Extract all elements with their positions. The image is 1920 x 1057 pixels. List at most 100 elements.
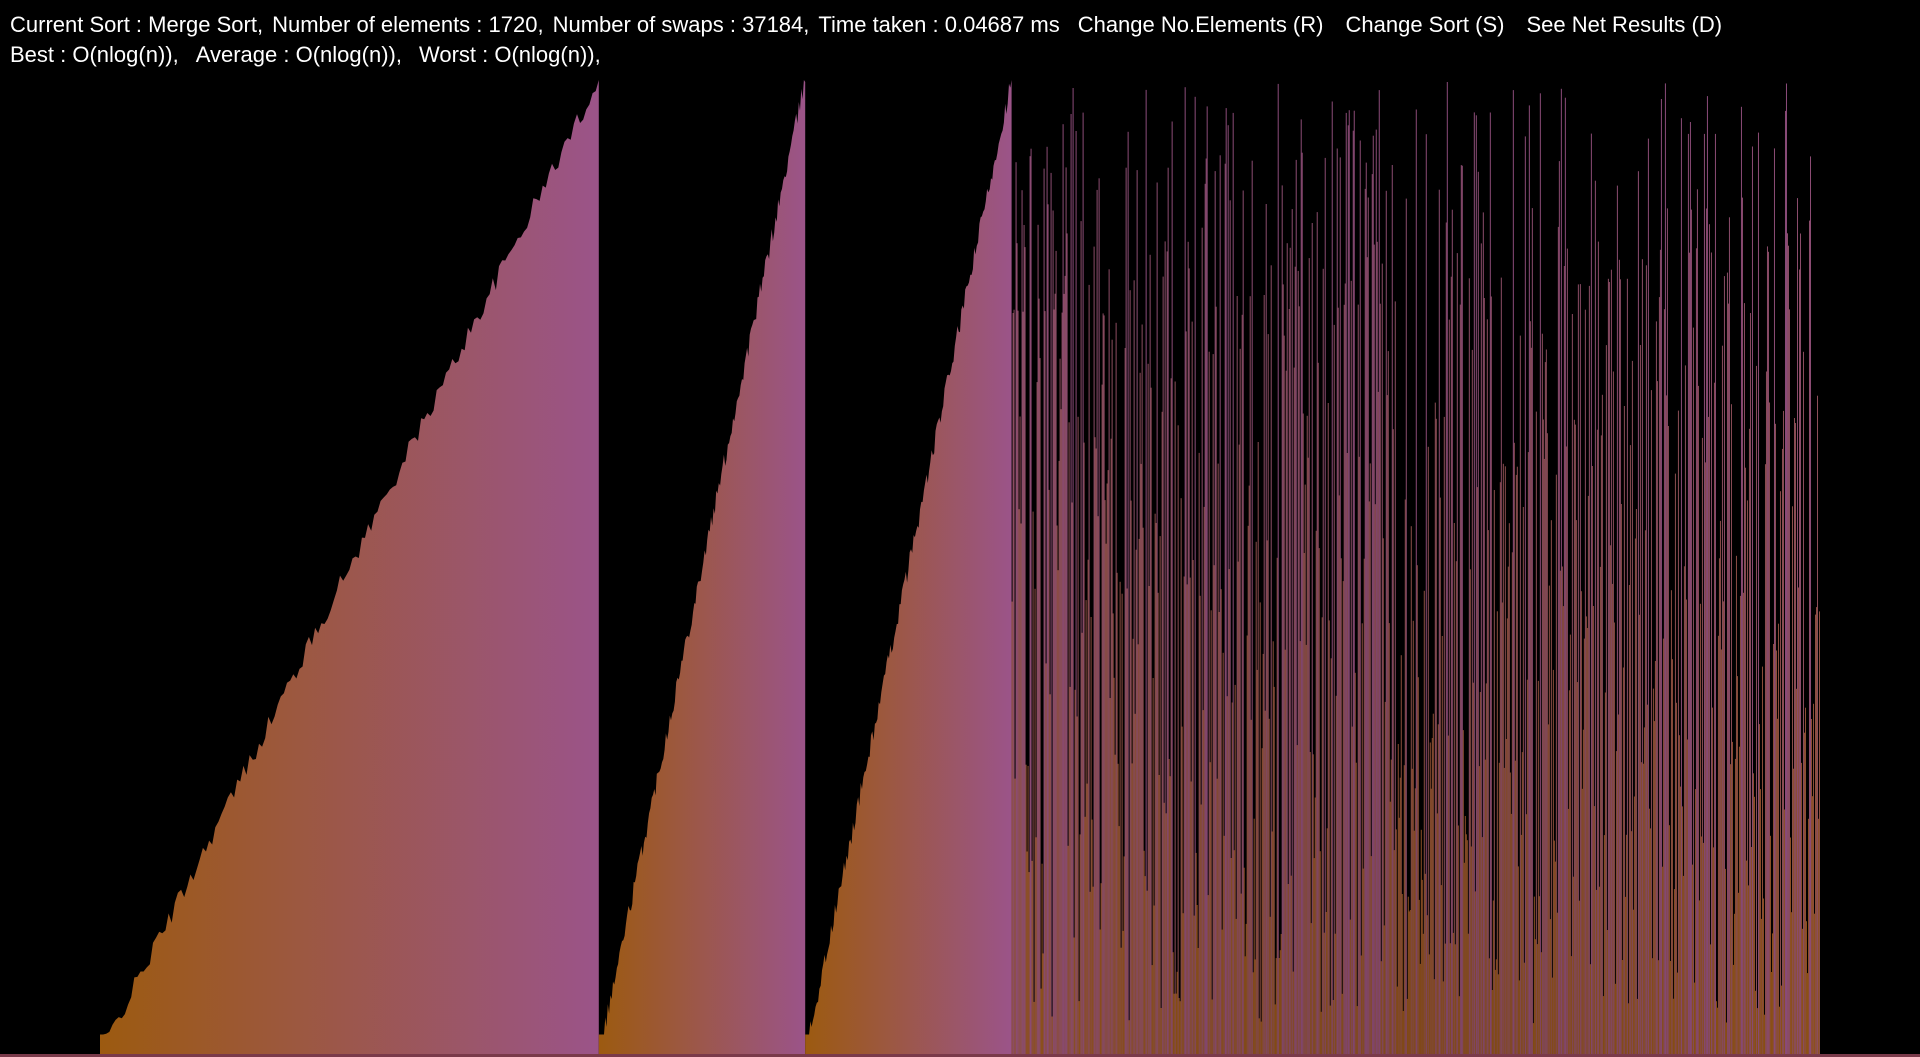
unsorted-bar	[1207, 895, 1209, 1054]
unsorted-bar	[1740, 106, 1742, 1055]
unsorted-bar	[1265, 204, 1267, 1054]
unsorted-bar	[1233, 850, 1235, 1054]
unsorted-bar	[1369, 463, 1371, 1054]
unsorted-bar	[1606, 930, 1608, 1054]
unsorted-bar	[1510, 813, 1512, 1054]
unsorted-bar	[1163, 802, 1165, 1054]
unsorted-bar	[1495, 959, 1497, 1054]
unsorted-bar	[1744, 467, 1746, 1054]
unsorted-bar	[1717, 635, 1719, 1054]
unsorted-bar	[1725, 1022, 1727, 1054]
unsorted-bar	[1640, 762, 1642, 1054]
best-complexity-label: Best : O(nlog(n)),	[10, 42, 179, 67]
unsorted-bar	[1182, 913, 1184, 1054]
unsorted-bar	[1508, 523, 1510, 1054]
unsorted-bar	[1295, 159, 1297, 1054]
unsorted-bar	[1514, 760, 1516, 1054]
unsorted-bar	[1014, 778, 1016, 1054]
unsorted-bar	[1107, 470, 1109, 1055]
unsorted-bar	[1332, 1000, 1334, 1054]
unsorted-bar	[1129, 290, 1131, 1054]
unsorted-bar	[1270, 265, 1272, 1054]
unsorted-bar	[1435, 418, 1437, 1054]
current-sort-label: Current Sort : Merge Sort,	[10, 12, 264, 37]
unsorted-bar	[1533, 896, 1535, 1054]
unsorted-bar	[1355, 762, 1357, 1054]
unsorted-bar	[1616, 185, 1618, 1055]
unsorted-bar	[1404, 499, 1406, 1054]
unsorted-bar	[1225, 108, 1227, 1055]
complexity-line: Best : O(nlog(n)), Average : O(nlog(n)),…	[10, 40, 1910, 70]
unsorted-bar	[1139, 372, 1141, 1054]
unsorted-bar	[1237, 561, 1239, 1054]
unsorted-bar	[1116, 572, 1118, 1054]
unsorted-bar	[1507, 566, 1509, 1054]
unsorted-bar	[1378, 90, 1380, 1055]
unsorted-bar	[1281, 185, 1283, 1054]
unsorted-bar	[1763, 1014, 1765, 1054]
unsorted-bar	[1799, 233, 1801, 1054]
unsorted-bar	[1319, 851, 1321, 1054]
unsorted-bar	[1502, 463, 1504, 1054]
sorted-run-3	[805, 80, 1012, 1054]
unsorted-bar	[1193, 915, 1195, 1054]
unsorted-bar	[1056, 525, 1058, 1054]
unsorted-bar	[1807, 818, 1809, 1054]
unsorted-bar	[1199, 595, 1201, 1054]
change-sort-action[interactable]: Change Sort (S)	[1345, 12, 1505, 37]
unsorted-bar	[1479, 692, 1481, 1054]
unsorted-bar	[1775, 650, 1777, 1054]
unsorted-bar	[1283, 335, 1285, 1055]
unsorted-bar	[1774, 423, 1776, 1054]
net-results-action[interactable]: See Net Results (D)	[1526, 12, 1723, 37]
unsorted-bar	[1106, 483, 1108, 1054]
unsorted-bar	[1242, 190, 1244, 1054]
unsorted-bar	[1649, 828, 1651, 1054]
unsorted-bar	[1469, 569, 1471, 1054]
unsorted-bar	[1524, 136, 1526, 1054]
unsorted-bar	[1721, 345, 1723, 1054]
unsorted-bar	[1564, 97, 1566, 1054]
unsorted-bar	[1579, 284, 1581, 1055]
unsorted-bar	[1704, 462, 1706, 1054]
unsorted-bar	[1105, 543, 1107, 1054]
unsorted-bar	[1148, 586, 1150, 1054]
unsorted-bar	[1553, 840, 1555, 1054]
unsorted-bar	[1696, 189, 1698, 1055]
unsorted-bar	[1110, 438, 1112, 1054]
unsorted-bar	[1723, 276, 1725, 1055]
unsorted-bar	[1018, 509, 1020, 1054]
unsorted-bar	[1638, 614, 1640, 1054]
unsorted-bar	[1511, 552, 1513, 1054]
unsorted-bar	[1269, 916, 1271, 1054]
unsorted-bar	[1195, 852, 1197, 1054]
unsorted-bar	[1055, 250, 1057, 1054]
unsorted-bar	[1808, 220, 1810, 1055]
unsorted-bar	[1439, 497, 1441, 1055]
unsorted-bar	[1453, 523, 1455, 1054]
unsorted-bar	[1112, 613, 1114, 1054]
unsorted-bar	[1527, 452, 1529, 1055]
unsorted-bar	[1537, 680, 1539, 1054]
unsorted-bar	[1631, 360, 1633, 1054]
unsorted-bar	[1181, 726, 1183, 1054]
unsorted-bar	[1697, 385, 1699, 1054]
unsorted-bar	[1215, 306, 1217, 1054]
unsorted-bar	[1326, 828, 1328, 1054]
unsorted-bar	[1330, 658, 1332, 1054]
unsorted-bar	[1499, 482, 1501, 1054]
unsorted-bar	[1465, 834, 1467, 1054]
unsorted-bar	[1144, 876, 1146, 1054]
unsorted-bar	[1690, 209, 1692, 1055]
change-elements-action[interactable]: Change No.Elements (R)	[1077, 12, 1324, 37]
unsorted-bar	[1374, 504, 1376, 1054]
unsorted-bar	[1212, 354, 1214, 1055]
unsorted-bar	[1788, 309, 1790, 1054]
unsorted-bar	[1389, 801, 1391, 1054]
unsorted-bar	[1039, 358, 1041, 1055]
unsorted-bar	[1381, 263, 1383, 1055]
unsorted-bar	[1572, 876, 1574, 1054]
unsorted-bar	[1787, 245, 1789, 1054]
unsorted-bar	[1063, 293, 1065, 1054]
